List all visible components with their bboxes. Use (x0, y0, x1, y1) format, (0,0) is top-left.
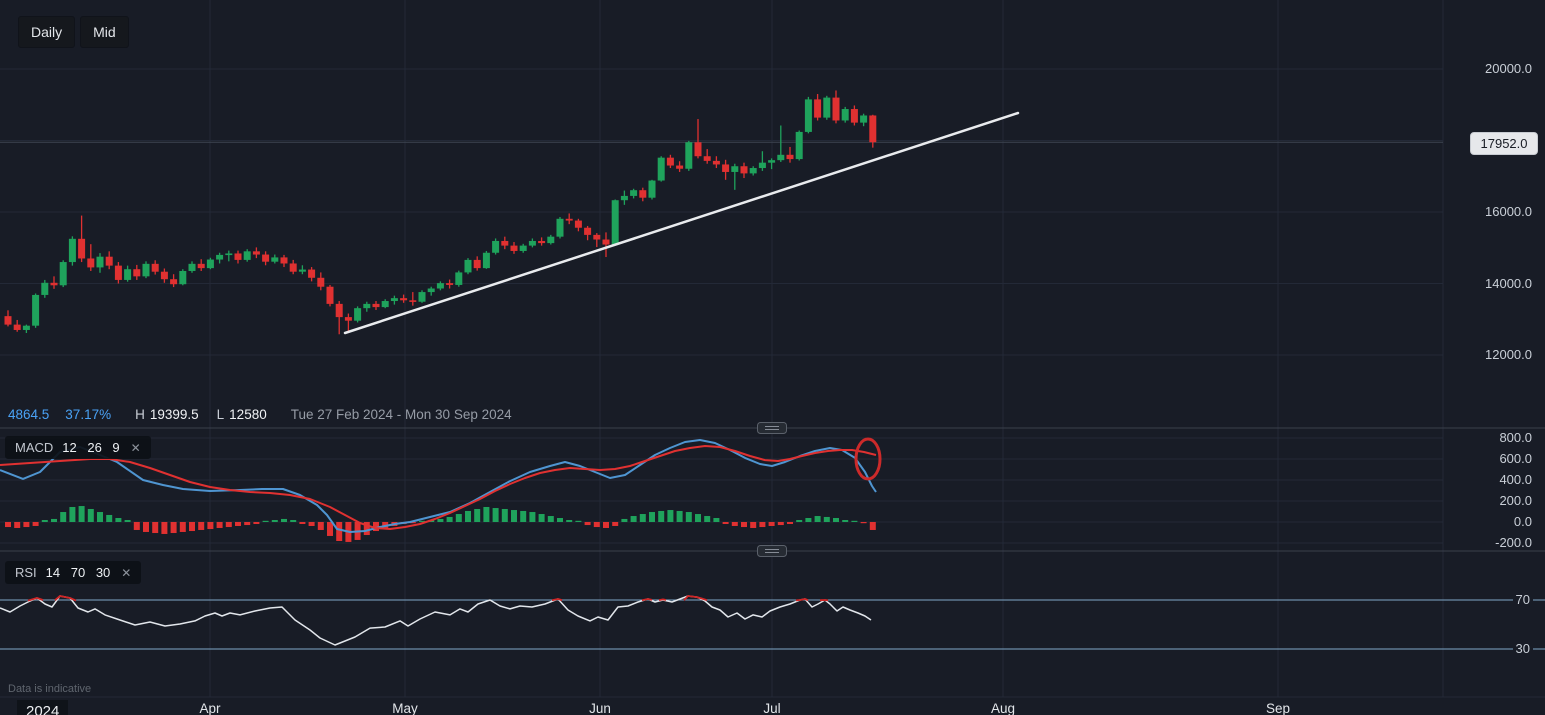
rsi-indicator-params[interactable]: 14 70 30 (45, 565, 111, 580)
rsi-overbought-segment (54, 595, 77, 602)
rsi-close-icon[interactable]: ✕ (121, 565, 132, 580)
change-percent: 37.17% (65, 407, 112, 422)
panel-resize-handle[interactable] (757, 422, 787, 434)
macd-histogram (5, 506, 876, 542)
candle-series (4, 90, 877, 335)
macd-indicator-badge: MACD 12 26 9 ✕ (5, 436, 151, 459)
year-label: 2024 (17, 700, 69, 715)
chart-status-bar: 4864.5 37.17% H 19399.5 L 12580 Tue 27 F… (8, 407, 512, 422)
change-value: 4864.5 (8, 407, 50, 422)
month-label-jun: Jun (589, 701, 611, 715)
rsi-overbought-segment (795, 598, 809, 602)
trend-line[interactable] (343, 111, 1020, 335)
rsi-indicator-name: RSI (15, 565, 37, 580)
rsi-overbought-segment (27, 597, 44, 602)
low-value: 12580 (229, 407, 267, 422)
macd-indicator-params[interactable]: 12 26 9 (62, 440, 120, 455)
macd-signal-line (0, 445, 877, 530)
low-label: L (216, 407, 225, 422)
crossover-ellipse-annotation[interactable] (854, 437, 882, 481)
panel-resize-handle[interactable] (757, 545, 787, 557)
mid-price-button[interactable]: Mid (80, 16, 129, 48)
macd-line (0, 439, 877, 533)
rsi-overbought-segment (551, 598, 563, 602)
month-label-sep: Sep (1265, 701, 1291, 715)
macd-close-icon[interactable]: ✕ (130, 440, 141, 455)
daily-interval-button[interactable]: Daily (18, 16, 76, 48)
high-label: H (135, 407, 145, 422)
data-indicative-note: Data is indicative (8, 683, 92, 695)
rsi-overbought-segment (658, 598, 667, 601)
month-label-apr: Apr (199, 701, 221, 715)
chart-toolbar: Daily Mid (18, 16, 129, 48)
rsi-line (0, 595, 872, 646)
date-range-label: Tue 27 Feb 2024 - Mon 30 Sep 2024 (290, 407, 512, 422)
month-label-aug: Aug (990, 701, 1016, 715)
rsi-indicator-badge: RSI 14 70 30 ✕ (5, 561, 142, 584)
rsi-overbought-segment (683, 595, 708, 602)
month-label-jul: Jul (763, 701, 781, 715)
current-price-badge: 17952.0 (1470, 132, 1538, 156)
month-label-may: May (392, 701, 418, 715)
grid-lines (0, 0, 1545, 698)
rsi-overbought-segment (641, 598, 653, 602)
macd-indicator-name: MACD (15, 440, 54, 455)
high-value: 19399.5 (149, 407, 199, 422)
